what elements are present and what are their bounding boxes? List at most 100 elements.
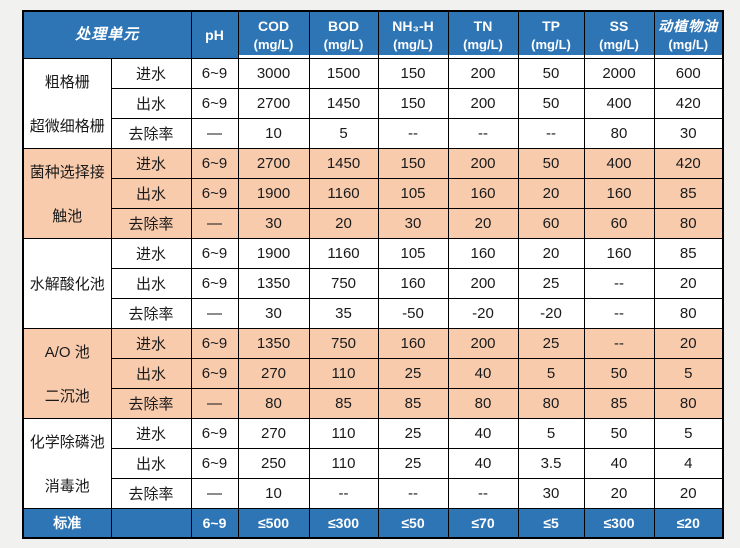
header-col-unit: (mg/L) — [393, 36, 433, 52]
value-cell: 1900 — [237, 178, 310, 209]
value-cell: 50 — [517, 58, 585, 89]
value-cell: -- — [583, 328, 655, 359]
unit-cell: 粗格栅 超微细格栅 — [22, 58, 112, 149]
value-cell: 160 — [583, 178, 655, 209]
value-cell: 110 — [308, 418, 379, 449]
value-cell: 6~9 — [190, 58, 239, 89]
header-row: 处理单元 pH COD (mg/L) BOD (mg/L) NH₃-H (mg/L) TN (mg… — [22, 10, 724, 59]
unit-cell: 化学除磷池 消毒池 — [22, 418, 112, 509]
flow-label-cell: 进水 — [110, 418, 192, 449]
unit-labels: A/O 池二沉池 — [24, 330, 110, 418]
value-cell: 105 — [377, 238, 449, 269]
table-row: 化学除磷池 消毒池 进水 6~9 270 110 25 40 5 50 5 — [22, 418, 724, 509]
flow-label-cell: 出水 — [110, 268, 192, 299]
unit-cell: A/O 池二沉池 — [22, 328, 112, 419]
value-cell: 85 — [653, 178, 724, 209]
value-cell: 6~9 — [190, 448, 239, 479]
flow-label-cell: 出水 — [110, 88, 192, 119]
value-cell: 750 — [308, 328, 379, 359]
flow-label-cell: 去除率 — [110, 298, 192, 329]
value-cell: -- — [583, 268, 655, 299]
value-cell: -- — [308, 478, 379, 509]
value-cell: 20 — [517, 178, 585, 209]
value-cell: -- — [377, 118, 449, 149]
value-cell: 6~9 — [190, 358, 239, 389]
value-cell: 150 — [377, 88, 449, 119]
value-cell: 6~9 — [190, 148, 239, 179]
flow-label-cell: 去除率 — [110, 478, 192, 509]
flow-label-cell: 进水 — [110, 328, 192, 359]
table-row: 水解酸化池 进水 6~9 1900 1160 105 160 20 160 85 — [22, 238, 724, 329]
header-col-label: TP — [542, 17, 560, 34]
unit-cell: 菌种选择接 触池 — [22, 148, 112, 239]
value-cell: 200 — [447, 148, 519, 179]
value-cell: 420 — [653, 88, 724, 119]
value-cell: 20 — [517, 238, 585, 269]
header-col-label: COD — [257, 17, 290, 34]
value-cell: 110 — [308, 448, 379, 479]
header-col-unit: (mg/L) — [668, 36, 709, 52]
flow-label-cell: 去除率 — [110, 118, 192, 149]
table-row: 菌种选择接 触池 进水 6~9 2700 1450 150 200 50 400 420 — [22, 148, 724, 239]
header-col-bod: BOD (mg/L) — [308, 10, 379, 59]
header-col-label: 动植物油 — [658, 17, 719, 34]
value-cell: 30 — [237, 298, 310, 329]
value-cell: 5 — [517, 418, 585, 449]
value-cell: 50 — [583, 358, 655, 389]
value-cell: -20 — [517, 298, 585, 329]
flow-label-cell: 进水 — [110, 58, 192, 89]
table-row: 去除率 —80 85 85 80 80 85 80 — [23, 388, 724, 419]
value-cell: -- — [447, 118, 519, 149]
flow-label-cell: 进水 — [110, 238, 192, 269]
value-cell: -- — [377, 478, 449, 509]
value-cell: 80 — [517, 388, 585, 419]
value-cell: 80 — [583, 118, 655, 149]
header-col-unit: (mg/L) — [531, 36, 571, 52]
header-col-ph: pH — [190, 10, 239, 59]
value-cell: 50 — [583, 418, 655, 449]
standard-label-cell: 标准 — [22, 508, 112, 539]
header-unit-label: 处理单元 — [75, 26, 140, 44]
unit-label: 化学除磷池 — [29, 434, 105, 451]
value-cell: 60 — [517, 208, 585, 239]
value-cell: 25 — [377, 418, 449, 449]
value-cell: 80 — [447, 388, 519, 419]
table-row: 出水 6~9 2700 1450 150 200 50 400 420 — [23, 88, 724, 119]
header-col-动植物油: 动植物油 (mg/L) — [653, 10, 724, 59]
standard-value-cell: ≤300 — [308, 508, 379, 539]
value-cell: 160 — [447, 238, 519, 269]
table-row: 去除率 —10 -- -- -- 30 20 20 — [23, 478, 724, 509]
value-cell: 150 — [377, 148, 449, 179]
value-cell: 160 — [377, 268, 449, 299]
value-cell: 420 — [653, 148, 724, 179]
value-cell: -- — [517, 118, 585, 149]
header-col-label: BOD — [327, 17, 360, 34]
value-cell: 85 — [583, 388, 655, 419]
value-cell: 150 — [377, 58, 449, 89]
standard-empty-cell — [110, 508, 192, 539]
unit-label: 超微细格栅 — [29, 118, 105, 135]
standard-value-cell: ≤500 — [237, 508, 310, 539]
unit-label: 二沉池 — [44, 388, 90, 405]
flow-label-cell: 出水 — [110, 448, 192, 479]
value-cell: 270 — [237, 418, 310, 449]
value-cell: 200 — [447, 88, 519, 119]
header-col-label: NH₃-H — [392, 17, 434, 34]
value-cell: 5 — [517, 358, 585, 389]
value-cell: 750 — [308, 268, 379, 299]
value-cell: 4 — [653, 448, 724, 479]
value-cell: 25 — [377, 448, 449, 479]
header-col-label: SS — [609, 17, 629, 34]
header-unit-column: 处理单元 — [22, 10, 192, 59]
value-cell: — — [190, 118, 239, 149]
unit-label: 消毒池 — [44, 478, 90, 495]
table-body: 粗格栅 超微细格栅 进水 6~9 3000 1500 150 200 50 2000 600 出水 6~… — [22, 58, 724, 539]
value-cell: 20 — [583, 478, 655, 509]
value-cell: 6~9 — [190, 418, 239, 449]
value-cell: 400 — [583, 148, 655, 179]
header-col-unit: (mg/L) — [253, 36, 294, 52]
unit-label: 触池 — [52, 208, 83, 225]
header-col-label: pH — [205, 26, 224, 43]
table-row: 出水 6~9 270 110 25 40 5 50 5 — [23, 358, 724, 389]
